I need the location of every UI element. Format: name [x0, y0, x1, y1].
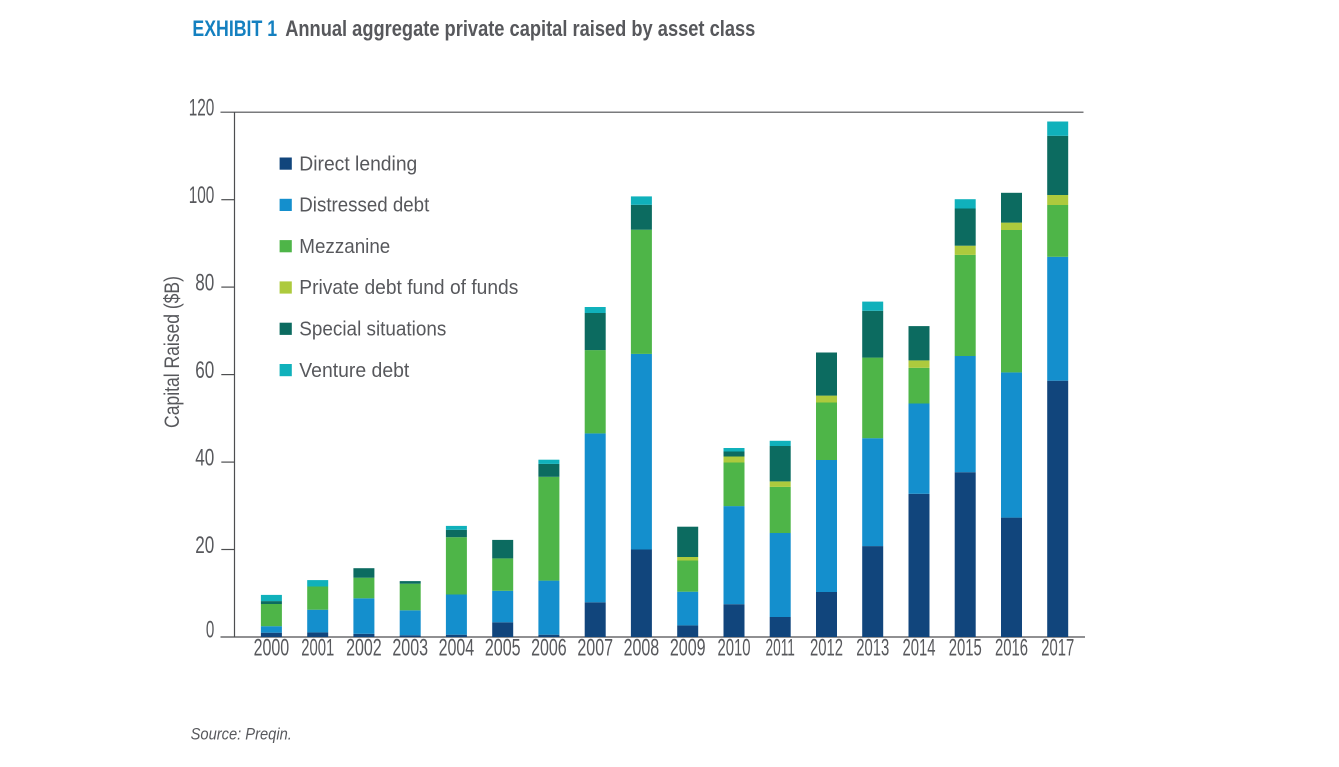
- svg-text:2006: 2006: [531, 636, 567, 662]
- svg-text:2008: 2008: [624, 636, 660, 662]
- svg-text:40: 40: [195, 445, 214, 471]
- svg-text:2000: 2000: [254, 636, 290, 662]
- svg-text:Distressed debt: Distressed debt: [299, 194, 429, 217]
- svg-text:2014: 2014: [902, 635, 935, 661]
- svg-text:2012: 2012: [810, 635, 843, 661]
- svg-text:2004: 2004: [439, 636, 475, 662]
- svg-text:Annual aggregate private capit: Annual aggregate private capital raised …: [285, 16, 755, 41]
- svg-text:2003: 2003: [392, 636, 428, 662]
- svg-text:2001: 2001: [301, 635, 334, 661]
- svg-text:2002: 2002: [346, 636, 382, 662]
- svg-text:2013: 2013: [856, 635, 889, 661]
- svg-text:2015: 2015: [949, 635, 982, 661]
- svg-text:2007: 2007: [577, 636, 613, 662]
- svg-text:2010: 2010: [717, 635, 750, 661]
- svg-text:80: 80: [195, 270, 214, 296]
- svg-text:EXHIBIT 1: EXHIBIT 1: [192, 17, 277, 41]
- svg-text:Venture debt: Venture debt: [299, 359, 409, 382]
- svg-text:Direct lending: Direct lending: [299, 153, 417, 176]
- svg-text:Special situations: Special situations: [299, 318, 446, 341]
- svg-text:2017: 2017: [1041, 635, 1074, 661]
- svg-text:Capital Raised ($B): Capital Raised ($B): [160, 276, 184, 428]
- svg-text:Source: Preqin.: Source: Preqin.: [191, 725, 292, 743]
- svg-text:2016: 2016: [995, 635, 1028, 661]
- svg-text:60: 60: [195, 357, 214, 383]
- svg-text:2005: 2005: [485, 636, 521, 662]
- svg-text:2011: 2011: [766, 636, 795, 662]
- svg-text:20: 20: [195, 532, 214, 558]
- svg-text:Mezzanine: Mezzanine: [299, 235, 390, 258]
- svg-text:120: 120: [189, 96, 215, 122]
- svg-text:2009: 2009: [670, 636, 706, 662]
- svg-text:Private debt fund of funds: Private debt fund of funds: [299, 277, 518, 300]
- svg-text:100: 100: [189, 183, 215, 209]
- svg-text:0: 0: [206, 617, 214, 643]
